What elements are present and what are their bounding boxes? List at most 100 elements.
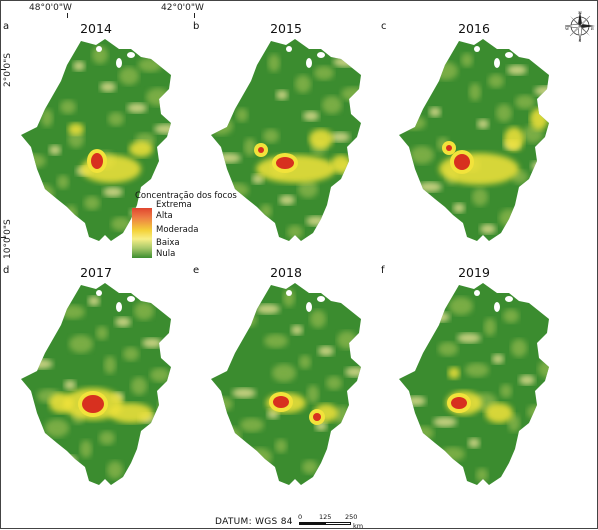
density-patch-low xyxy=(240,418,264,432)
density-patch-low xyxy=(468,438,480,448)
density-patch-low xyxy=(303,111,319,121)
compass-label-w: W xyxy=(565,26,570,31)
density-patch-low xyxy=(330,132,350,142)
density-hotspot-extreme xyxy=(313,413,321,421)
panel-year-title: 2018 xyxy=(270,265,302,280)
density-hotspot-extreme xyxy=(82,395,104,413)
density-patch-low xyxy=(104,356,116,374)
coastal-bay xyxy=(505,52,513,58)
panel-year-title: 2016 xyxy=(458,21,490,36)
density-patch-low xyxy=(538,360,549,378)
density-patch-low xyxy=(99,431,115,445)
density-patch-low xyxy=(244,138,256,156)
density-patch-low xyxy=(469,83,481,101)
density-patch-low xyxy=(228,78,240,88)
density-patch-low xyxy=(64,380,76,390)
longitude-tick xyxy=(67,13,68,18)
density-patch-low xyxy=(488,74,504,88)
density-patch-low xyxy=(341,87,361,101)
density-patch-low xyxy=(426,212,450,226)
fire-density-map xyxy=(399,283,549,485)
fire-density-map xyxy=(21,283,171,485)
density-patch-low xyxy=(333,57,357,67)
panel-letter: c xyxy=(381,21,387,32)
density-patch-low xyxy=(232,388,256,398)
density-patch-low xyxy=(291,325,303,335)
density-patch-low xyxy=(527,405,543,419)
density-patch-moderate xyxy=(129,141,153,157)
coastal-bay xyxy=(127,296,135,302)
density-patch-low xyxy=(433,417,457,427)
density-patch-low xyxy=(299,355,311,369)
density-patch-moderate xyxy=(504,127,524,151)
density-patch-low xyxy=(111,217,131,231)
density-patch-low xyxy=(535,435,549,453)
density-patch-low xyxy=(263,129,279,143)
datum-label: DATUM: WGS 84 xyxy=(215,517,293,527)
density-patch-low xyxy=(158,398,171,416)
coastal-bay xyxy=(505,296,513,302)
density-patch-low xyxy=(430,312,450,322)
scale-tick-250: 250 xyxy=(345,513,358,521)
density-patch-low xyxy=(65,205,77,223)
coastal-bay xyxy=(474,290,480,296)
density-patch-low xyxy=(276,90,288,100)
density-patch-low xyxy=(100,82,116,92)
legend-class-nula: Nula xyxy=(156,249,176,259)
density-hotspot-extreme xyxy=(258,147,264,153)
density-patch-low xyxy=(41,109,53,127)
density-patch-low xyxy=(516,450,528,460)
density-patch-low xyxy=(236,108,248,122)
density-patch-low xyxy=(264,334,288,348)
density-patch-low xyxy=(127,103,147,113)
density-patch-low xyxy=(496,104,512,122)
density-patch-moderate xyxy=(485,403,513,423)
density-patch-low xyxy=(256,304,280,314)
density-patch-low xyxy=(310,310,326,328)
density-patch-low xyxy=(150,368,170,382)
density-patch-low xyxy=(302,460,318,474)
density-patch-low xyxy=(279,195,295,205)
density-patch-low xyxy=(92,46,108,64)
density-patch-low xyxy=(534,86,549,96)
map-panel-2019: f 2019 xyxy=(379,263,569,508)
density-patch-moderate xyxy=(530,108,548,130)
density-patch-low xyxy=(103,187,123,197)
legend-class-extrema: Extrema xyxy=(156,200,192,210)
density-patch-low xyxy=(146,88,170,106)
density-patch-moderate xyxy=(68,123,84,135)
legend-class-baixa: Baixa xyxy=(156,238,180,248)
density-patch-low xyxy=(531,161,549,171)
coastal-bay xyxy=(317,52,325,58)
density-patch-moderate xyxy=(309,129,333,149)
density-patch-low xyxy=(477,119,489,129)
density-patch-moderate xyxy=(448,367,460,379)
state-outline xyxy=(211,283,361,485)
density-patch-low xyxy=(275,439,287,453)
density-patch-low xyxy=(33,79,45,93)
density-patch-low xyxy=(68,130,84,148)
coastal-bay xyxy=(116,58,122,68)
density-patch-low xyxy=(414,426,434,440)
scale-tick-0: 0 xyxy=(298,513,303,521)
compass-label-n: N xyxy=(578,10,582,15)
density-patch-low xyxy=(115,317,131,327)
density-patch-low xyxy=(119,67,139,85)
density-patch-low xyxy=(402,116,426,130)
coastal-bay xyxy=(127,52,135,58)
coastal-bay xyxy=(494,58,500,68)
density-patch-low xyxy=(287,225,303,239)
density-patch-low xyxy=(326,376,342,390)
state-outline xyxy=(21,39,171,241)
density-patch-low xyxy=(511,339,527,357)
density-patch-low xyxy=(422,456,442,474)
density-patch-low xyxy=(298,180,318,198)
density-hotspot-extreme xyxy=(451,397,467,409)
density-patch-low xyxy=(515,95,535,109)
density-patch-low xyxy=(322,96,342,114)
density-patch-low xyxy=(499,209,519,227)
map-panel-2016: c 2016 xyxy=(379,19,569,264)
density-hotspot-extreme xyxy=(273,396,289,408)
compass-label-s: S xyxy=(579,38,582,43)
density-patch-low xyxy=(399,191,419,205)
